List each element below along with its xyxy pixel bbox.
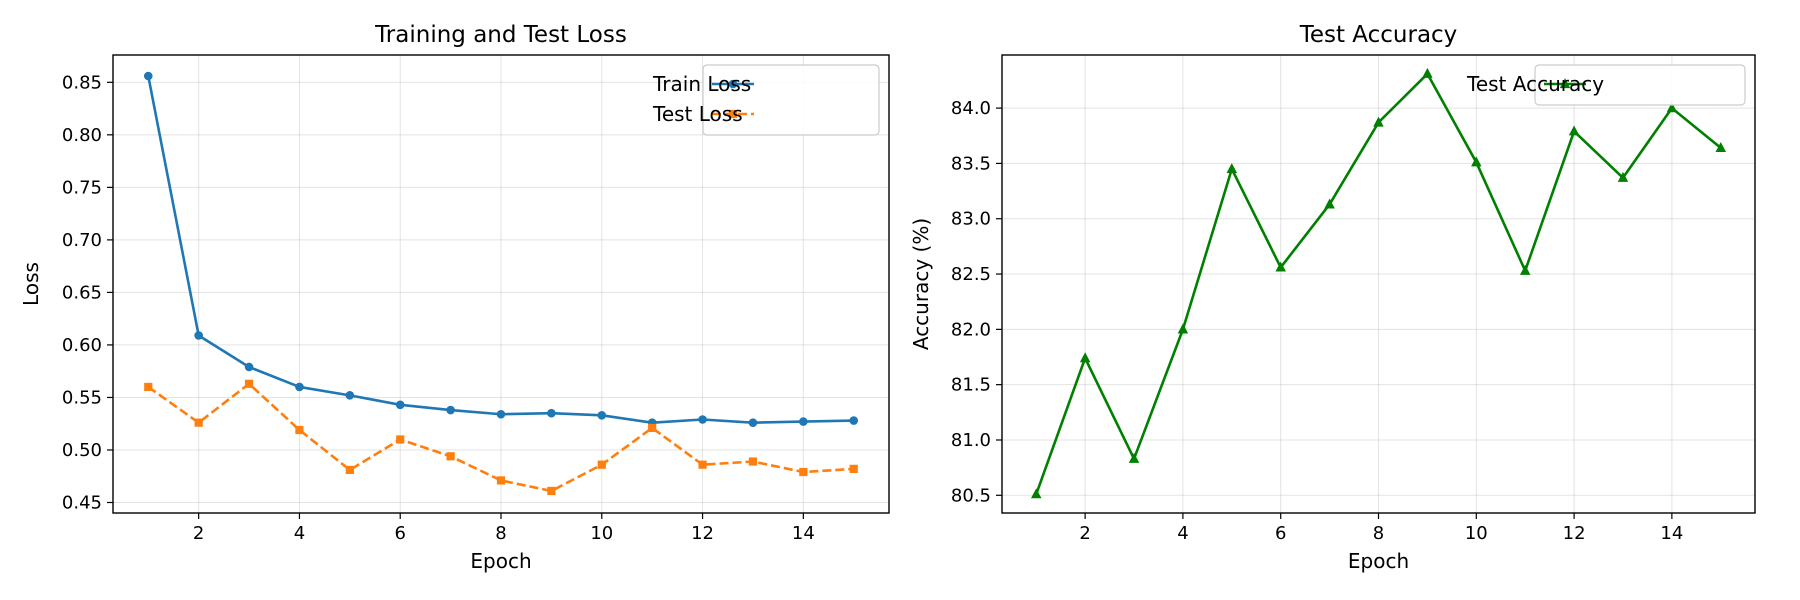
x-tick-label: 12 <box>691 523 714 544</box>
y-tick-label: 0.80 <box>62 125 102 146</box>
x-tick-label: 2 <box>193 523 204 544</box>
data-point <box>446 452 455 461</box>
data-point <box>1568 125 1580 136</box>
data-point <box>1617 171 1629 182</box>
x-tick-label: 6 <box>394 523 405 544</box>
data-point <box>194 418 203 427</box>
data-point <box>244 379 254 388</box>
data-point <box>194 331 203 340</box>
x-axis-label: Epoch <box>1348 549 1409 573</box>
data-point <box>1031 488 1042 499</box>
data-point <box>244 362 254 372</box>
plot-frame <box>1001 54 1756 514</box>
data-point <box>1128 452 1140 463</box>
data-point <box>345 465 354 475</box>
data-point <box>144 382 153 392</box>
y-tick-label: 80.5 <box>951 485 991 506</box>
x-tick-label: 8 <box>495 523 506 544</box>
y-tick-label: 0.70 <box>62 230 102 251</box>
x-tick-label: 14 <box>1660 523 1683 544</box>
x-tick-label: 10 <box>1465 523 1488 544</box>
legend: Train Loss Test Loss <box>652 64 880 136</box>
x-tick-label: 4 <box>294 523 305 544</box>
y-tick-label: 0.55 <box>62 387 102 408</box>
data-point <box>1715 142 1726 153</box>
data-point <box>496 476 506 485</box>
y-axis-label: Loss <box>19 262 43 306</box>
series-line-2 <box>147 382 854 493</box>
plot-frame <box>112 54 890 514</box>
data-point <box>295 425 304 435</box>
x-tick-label: 6 <box>1275 523 1286 544</box>
x-tick-label: 10 <box>590 523 613 544</box>
data-point <box>1373 116 1384 127</box>
data-point <box>1519 264 1531 275</box>
data-point <box>1177 323 1189 334</box>
y-tick-label: 0.85 <box>62 72 102 93</box>
x-tick-label: 2 <box>1079 523 1090 544</box>
data-point <box>648 423 657 433</box>
legend-swatch-marker <box>728 109 738 119</box>
y-tick-label: 81.5 <box>951 375 991 396</box>
data-point <box>345 391 355 400</box>
data-point <box>597 460 606 469</box>
legend-swatch-marker <box>728 79 738 89</box>
data-point <box>446 405 455 415</box>
data-point <box>1275 261 1286 272</box>
x-tick-label: 8 <box>1373 523 1384 544</box>
y-tick-label: 83.5 <box>951 153 991 174</box>
data-point <box>748 418 758 427</box>
chart-title: Test Accuracy <box>1299 22 1458 48</box>
legend-swatch-marker <box>1559 78 1571 89</box>
data-point <box>1471 156 1482 167</box>
x-axis-label: Epoch <box>470 549 531 573</box>
y-axis-label: Accuracy (%) <box>909 218 933 350</box>
x-tick-label: 4 <box>1177 523 1188 544</box>
data-point <box>295 382 304 392</box>
y-tick-label: 84.0 <box>951 98 991 119</box>
data-point <box>1079 352 1091 363</box>
legend-label: Train Loss <box>652 72 751 96</box>
data-point <box>547 486 556 496</box>
y-tick-label: 0.60 <box>62 335 102 356</box>
y-tick-label: 0.75 <box>62 177 102 198</box>
y-tick-label: 0.65 <box>62 282 102 303</box>
data-point <box>1422 67 1433 78</box>
data-point <box>496 409 506 419</box>
legend: Test Accuracy <box>1466 64 1746 106</box>
data-point <box>396 435 405 444</box>
data-point <box>698 460 707 469</box>
y-tick-label: 0.50 <box>62 440 102 461</box>
data-point <box>799 417 808 426</box>
chart-panel-1: 2 4 6 8 10 12 14 0.45 0.50 0.55 0.60 0.65 0.70 0.75 0.… <box>19 22 890 573</box>
data-point <box>748 457 758 466</box>
chart-panel-2: 2 4 6 8 10 12 14 80.5 81.0 81.5 82.0 82.5 83.0 83.5 84… <box>909 22 1756 573</box>
data-point <box>395 400 405 410</box>
data-point <box>698 415 707 424</box>
data-point <box>597 411 607 420</box>
data-point <box>849 416 859 425</box>
y-tick-label: 83.0 <box>951 209 991 230</box>
legend-label: Test Accuracy <box>1466 72 1604 96</box>
data-point <box>143 71 153 81</box>
y-tick-label: 81.0 <box>951 430 991 451</box>
legend-box <box>702 64 880 136</box>
data-point <box>1666 102 1678 113</box>
x-tick-label: 12 <box>1563 523 1586 544</box>
data-point <box>1324 198 1335 209</box>
data-point <box>1226 163 1238 174</box>
x-tick-label: 14 <box>792 523 815 544</box>
data-point <box>799 467 808 477</box>
data-point <box>547 408 556 418</box>
data-point <box>849 464 858 473</box>
chart-title: Training and Test Loss <box>374 22 627 48</box>
legend-label: Test Loss <box>652 102 743 126</box>
y-tick-label: 82.0 <box>951 319 991 340</box>
y-tick-label: 82.5 <box>951 264 991 285</box>
legend-box <box>1534 64 1746 106</box>
y-tick-label: 0.45 <box>62 492 102 513</box>
